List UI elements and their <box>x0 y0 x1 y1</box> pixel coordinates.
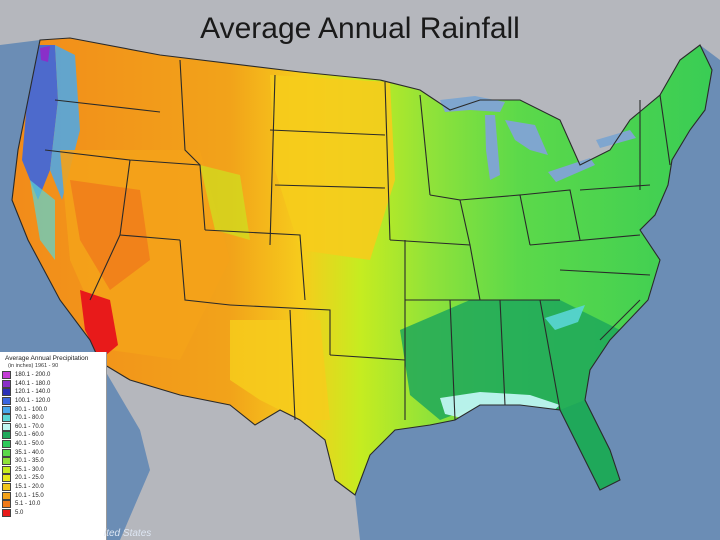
legend-item: 140.1 - 180.0 <box>0 379 106 389</box>
legend-item: 10.1 - 15.0 <box>0 491 106 500</box>
legend-label: 35.1 - 40.0 <box>15 449 44 456</box>
legend-label: 100.1 - 120.0 <box>15 398 51 405</box>
legend-swatch <box>2 457 11 466</box>
legend-swatch <box>2 388 11 397</box>
legend-label: 15.1 - 20.0 <box>15 484 44 491</box>
legend-title: Average Annual Precipitation <box>5 355 89 362</box>
source-caption: ited States <box>104 528 152 539</box>
legend-swatch <box>2 491 11 500</box>
legend-item: 15.1 - 20.0 <box>0 483 106 492</box>
legend-item: 40.1 - 50.0 <box>0 440 106 449</box>
legend-label: 20.1 - 25.0 <box>15 475 44 482</box>
legend-label: 140.1 - 180.0 <box>15 380 51 387</box>
legend-swatch <box>2 371 11 380</box>
canada-land <box>0 0 720 165</box>
mexico-land <box>100 362 360 540</box>
legend-label: 70.1 - 80.0 <box>15 415 44 422</box>
legend-swatch <box>2 508 11 517</box>
precipitation-legend: Average Annual Precipitation (in inches)… <box>0 352 107 540</box>
legend-item: 20.1 - 25.0 <box>0 474 106 483</box>
legend-label: 50.1 - 60.0 <box>15 432 44 439</box>
legend-item: 30.1 - 35.0 <box>0 457 106 466</box>
legend-swatch <box>2 465 11 474</box>
legend-item: 120.1 - 140.0 <box>0 388 106 397</box>
legend-label: 25.1 - 30.0 <box>15 466 44 473</box>
legend-swatch <box>2 500 11 509</box>
legend-swatch <box>2 474 11 483</box>
legend-subtitle: (in inches) 1961 - 90 <box>8 363 59 369</box>
legend-swatch <box>2 483 11 492</box>
legend-item: 80.1 - 100.0 <box>0 405 106 414</box>
legend-item: 25.1 - 30.0 <box>0 465 106 475</box>
legend-item: 35.1 - 40.0 <box>0 448 106 457</box>
legend-label: 5.0 <box>15 509 24 516</box>
legend-label: 5.1 - 10.0 <box>15 501 41 508</box>
legend-label: 30.1 - 35.0 <box>15 458 44 465</box>
legend-label: 60.1 - 70.0 <box>15 423 44 430</box>
legend-label: 120.1 - 140.0 <box>15 389 51 396</box>
legend-item: 70.1 - 80.0 <box>0 414 106 423</box>
legend-item: 50.1 - 60.0 <box>0 431 106 440</box>
legend-swatch <box>2 431 11 440</box>
legend-swatch <box>2 379 11 388</box>
legend-swatch <box>2 422 11 431</box>
legend-item: 180.1 - 200.0 <box>0 371 106 380</box>
map-title: Average Annual Rainfall <box>200 12 520 45</box>
legend-item: 60.1 - 70.0 <box>0 422 106 432</box>
legend-label: 10.1 - 15.0 <box>15 492 44 499</box>
legend-swatch <box>2 405 11 414</box>
legend-label: 40.1 - 50.0 <box>15 441 44 448</box>
legend-swatch <box>2 397 11 406</box>
legend-label: 180.1 - 200.0 <box>15 372 51 379</box>
state-borders <box>11 37 713 496</box>
legend-item: 100.1 - 120.0 <box>0 397 106 406</box>
legend-rows: 180.1 - 200.0 140.1 - 180.0 120.1 - 140.0 1… <box>0 371 106 517</box>
legend-swatch <box>2 440 11 449</box>
legend-item: 5.1 - 10.0 <box>0 500 106 509</box>
legend-swatch <box>2 448 11 457</box>
legend-swatch <box>2 414 11 423</box>
legend-label: 80.1 - 100.0 <box>15 406 48 413</box>
legend-item: 5.0 <box>0 508 106 518</box>
